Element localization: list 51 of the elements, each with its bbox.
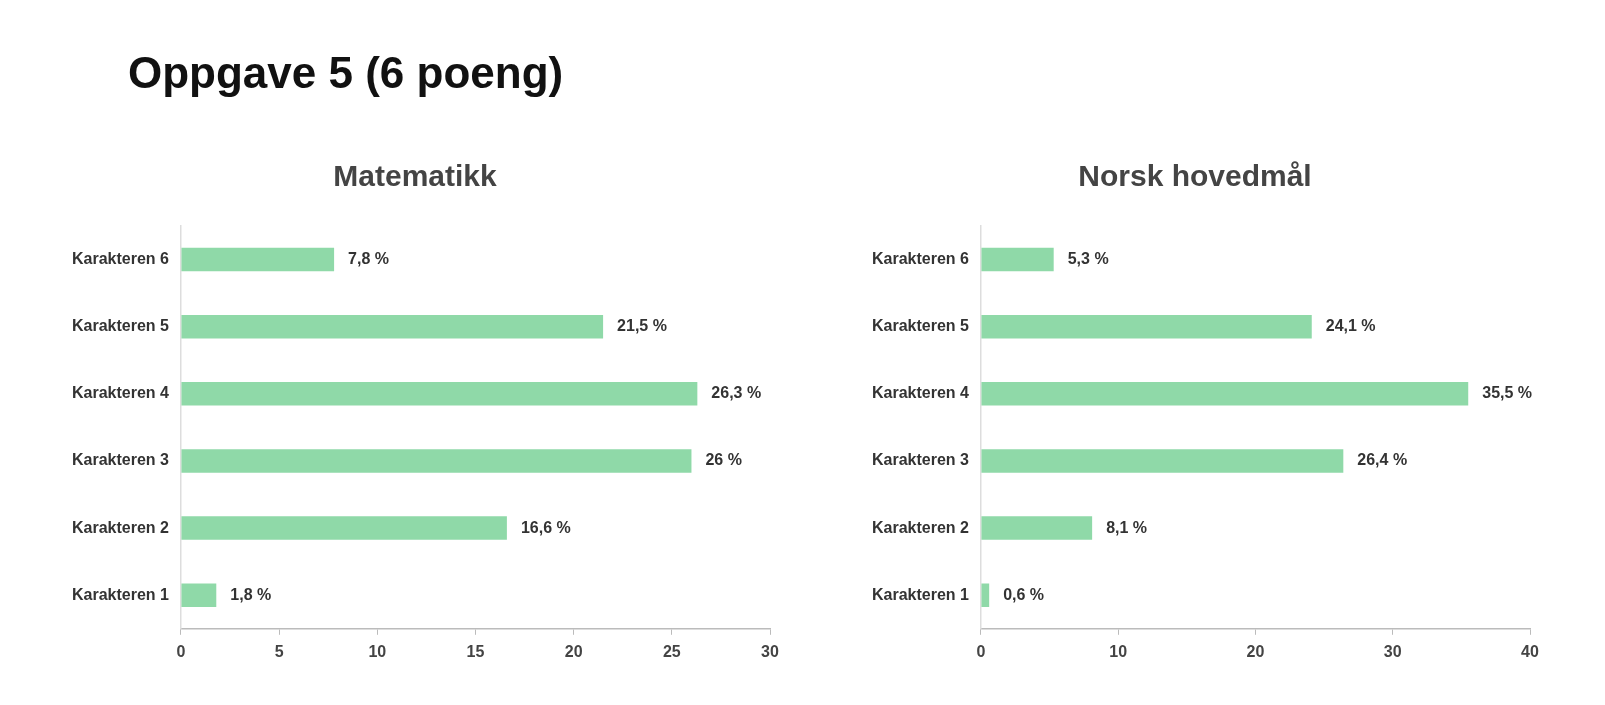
y-tick-label: Karakteren 6 (871, 249, 970, 267)
x-tick-label: 10 (1109, 642, 1128, 660)
x-tick-label: 30 (1383, 642, 1402, 660)
text: Oppgave 5 (6 poeng) (128, 48, 564, 98)
bar (181, 583, 217, 607)
x-tick-label: 0 (176, 642, 186, 660)
data-label: 21,5 % (617, 317, 667, 335)
data-label: 26,4 % (1357, 451, 1408, 469)
x-tick-label: 40 (1521, 642, 1539, 660)
data-label: 1,8 % (230, 585, 272, 603)
y-tick-label: Karakteren 4 (71, 384, 170, 402)
x-tick-label: 10 (368, 642, 387, 660)
bar (981, 247, 1054, 272)
data-label: 24,1 % (1325, 317, 1376, 335)
chart-title: Matematikk (333, 159, 498, 193)
x-tick-label: 30 (761, 642, 779, 660)
data-label: 35,5 % (1482, 384, 1533, 402)
y-tick-label: Karakteren 4 (871, 384, 970, 402)
x-tick-label: 25 (662, 642, 681, 660)
y-tick-label: Karakteren 1 (871, 585, 970, 603)
bar (181, 449, 692, 473)
y-tick-label: Karakteren 5 (71, 317, 170, 335)
data-label: 7,8 % (348, 249, 390, 267)
bar (981, 516, 1093, 540)
chart-title: Norsk hovedmål (1078, 159, 1312, 193)
y-tick-label: Karakteren 2 (71, 518, 170, 536)
bar (981, 382, 1469, 406)
bar (181, 247, 335, 272)
x-tick-label: 5 (274, 642, 284, 660)
data-label: 0,6 % (1003, 585, 1045, 603)
bar (181, 382, 698, 406)
x-tick-label: 20 (1246, 642, 1265, 660)
y-tick-label: Karakteren 3 (71, 451, 170, 469)
bar (981, 583, 990, 607)
bar (181, 314, 604, 339)
x-tick-label: 20 (564, 642, 583, 660)
data-label: 26 % (705, 451, 742, 469)
data-label: 26,3 % (711, 384, 762, 402)
x-tick-label: 15 (466, 642, 485, 660)
data-label: 8,1 % (1106, 518, 1148, 536)
data-label: 16,6 % (520, 518, 571, 536)
x-tick-label: 0 (976, 642, 986, 660)
y-tick-label: Karakteren 3 (871, 451, 970, 469)
data-label: 5,3 % (1067, 249, 1109, 267)
y-tick-label: Karakteren 1 (71, 585, 170, 603)
y-tick-label: Karakteren 5 (871, 317, 970, 335)
y-tick-label: Karakteren 2 (871, 518, 970, 536)
bar (981, 449, 1344, 473)
bar (181, 516, 507, 540)
y-tick-label: Karakteren 6 (71, 249, 170, 267)
bar (981, 314, 1312, 339)
